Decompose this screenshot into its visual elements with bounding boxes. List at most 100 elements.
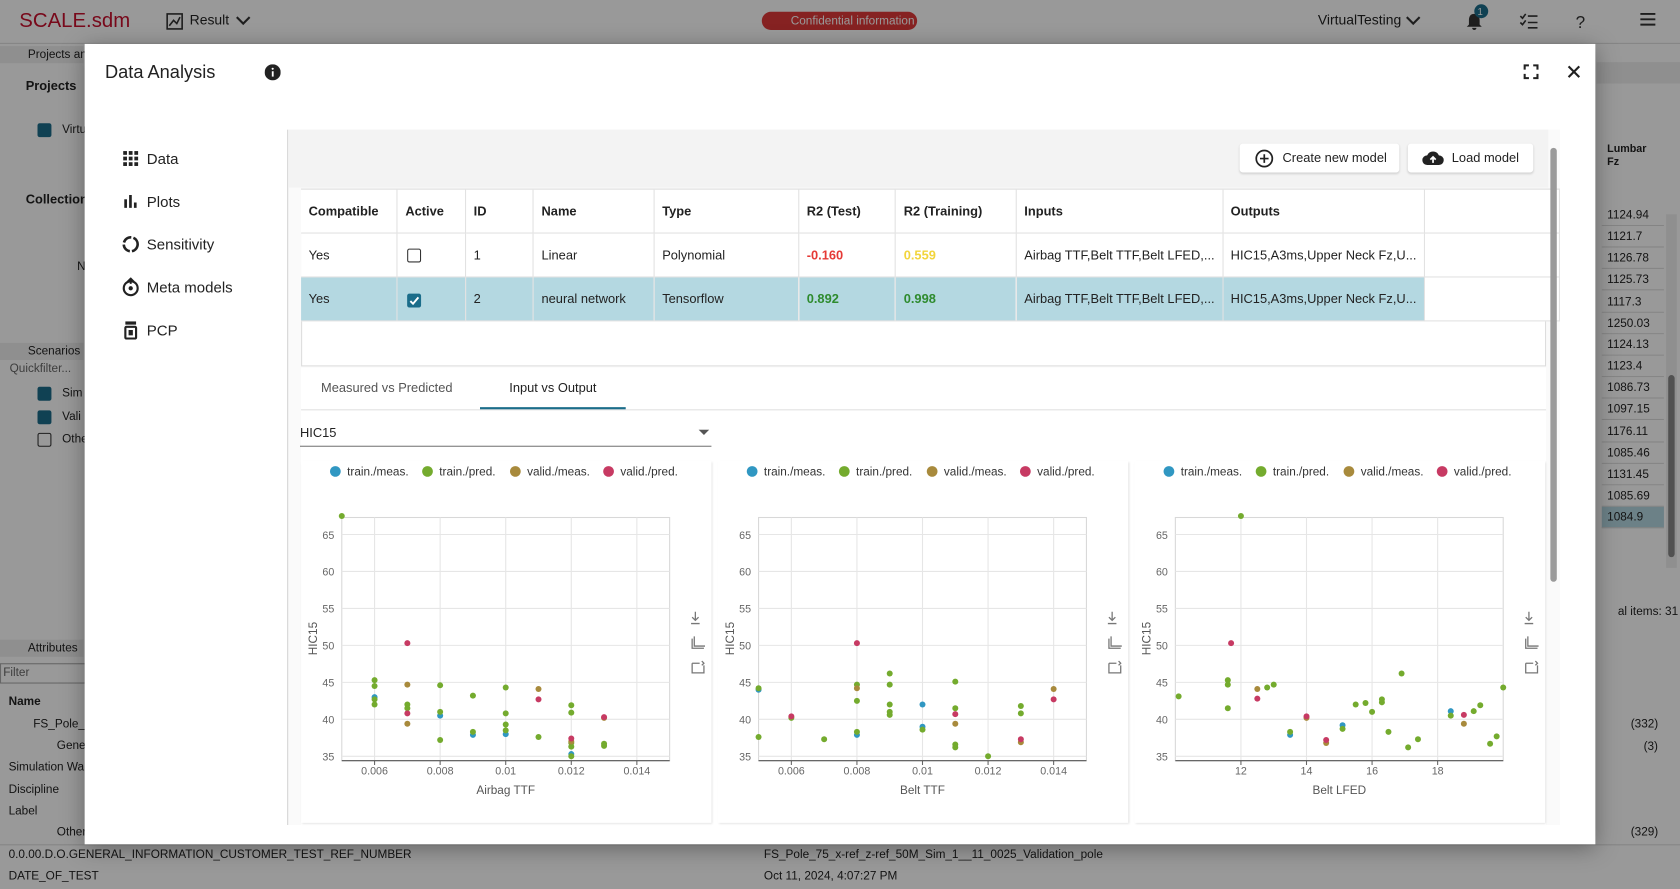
data-point (404, 720, 411, 727)
user-menu[interactable]: VirtualTesting (1317, 11, 1402, 28)
data-point (1378, 699, 1385, 706)
output-dropdown[interactable]: HIC15 (300, 425, 337, 441)
x-tick-label: 0.014 (1040, 766, 1067, 778)
legend-label: valid./meas. (527, 466, 590, 479)
icon-path (1107, 611, 1117, 625)
y-tick-label: 50 (1156, 641, 1168, 653)
scrollbar[interactable] (1549, 134, 1558, 820)
cell (397, 276, 467, 322)
data-point (1414, 736, 1421, 743)
chart: train./meas. train./pred. valid./meas. vali… (724, 466, 1122, 797)
menu-icon[interactable] (1639, 12, 1656, 27)
toolbox-icon[interactable] (1108, 636, 1122, 649)
svg-text:?: ? (1576, 13, 1586, 32)
toolbox-icon[interactable] (1108, 660, 1122, 674)
y-tick-label: 45 (322, 678, 334, 690)
nav-item[interactable]: Sensitivity (146, 235, 215, 253)
fullscreen-icon[interactable] (1523, 64, 1539, 80)
data-point (1323, 737, 1330, 744)
checkbox[interactable] (407, 293, 422, 307)
data-point (919, 726, 926, 733)
data-point (535, 696, 542, 703)
value-cell (1601, 420, 1664, 442)
load-model-button[interactable]: Load model (1407, 143, 1534, 173)
data-point (853, 697, 860, 704)
data-point (469, 692, 476, 699)
toolbox-icon[interactable] (1525, 660, 1539, 674)
nav-item[interactable]: Meta models (146, 278, 233, 296)
tab[interactable]: Input vs Output (509, 380, 597, 396)
nav-item[interactable]: Plots (146, 192, 181, 211)
models-table: Compatible Active ID Name Type R2 (Test) R2 (T… (301, 188, 1561, 322)
data-point (1460, 720, 1467, 727)
quickfilter[interactable]: Quickfilter... (9, 362, 72, 376)
data-point (1362, 700, 1369, 707)
help-icon[interactable]: ? (1573, 13, 1588, 32)
x-tick-label: 0.012 (558, 766, 585, 778)
tree-item: Gene (56, 739, 86, 753)
cell: Airbag TTF,Belt TTF,Belt LFED,... (1016, 276, 1224, 322)
value-cell (1601, 290, 1664, 313)
toolbox-icon[interactable] (691, 636, 706, 649)
checkbox[interactable] (407, 248, 422, 263)
dropdown-arrow[interactable] (698, 429, 710, 436)
button-label: Load model (1451, 150, 1519, 166)
data-point (1017, 710, 1024, 717)
toolbox-icon[interactable] (691, 611, 700, 625)
nav-icon-data (123, 151, 139, 166)
data-point (502, 727, 509, 734)
cell: Tensorflow (654, 276, 800, 322)
logo[interactable]: SCALE.sdm (19, 9, 131, 33)
info-icon[interactable] (264, 64, 281, 81)
table-row[interactable]: Yes 2 neural network Tensorflow 0.892 0.998 Ai… (301, 276, 1561, 322)
tree-item: Other (56, 826, 87, 839)
value-text: 1126.78 (1607, 252, 1649, 265)
checkbox[interactable] (37, 386, 52, 401)
checkbox[interactable] (37, 432, 52, 447)
table-row[interactable]: Yes 1 Linear Polynomial -0.160 0.559 Airbag TT… (301, 233, 1561, 278)
tasks-icon[interactable] (1519, 13, 1538, 30)
value-text: 1097.15 (1607, 403, 1650, 417)
nav-item[interactable]: Data (146, 150, 179, 168)
toolbox-icon[interactable] (1524, 611, 1534, 625)
y-tick-label: 65 (739, 530, 751, 542)
value-cell (1601, 334, 1664, 356)
data-point (1050, 696, 1057, 703)
plot-area (1174, 516, 1504, 762)
scroll-thumb[interactable] (1550, 147, 1557, 582)
data-point (1175, 693, 1182, 700)
data-point (1270, 681, 1277, 688)
y-tick-label: 45 (739, 678, 751, 690)
data-point (404, 710, 411, 717)
chart: train./meas. train./pred. valid./meas. vali… (307, 466, 706, 797)
toolbox-icon[interactable] (691, 660, 705, 674)
nav-icon-sensitivity (122, 236, 139, 253)
value-text: 1124.94 (1607, 208, 1649, 222)
icon-path (691, 611, 700, 625)
bell-icon[interactable] (1465, 12, 1484, 31)
close-icon[interactable] (1567, 65, 1581, 78)
tree-item: FS_Pole_75 (33, 717, 99, 731)
checkbox[interactable] (37, 409, 52, 424)
cell: 0.892 (798, 276, 897, 322)
panel-header: Scenarios (27, 345, 81, 358)
data-point (886, 701, 893, 708)
value-text: 1085.69 (1607, 489, 1650, 503)
value-cell (1601, 485, 1664, 507)
data-point (1264, 684, 1271, 691)
column-header: Active (397, 188, 467, 234)
tab[interactable]: Measured vs Predicted (321, 380, 453, 396)
result-menu[interactable]: Result (189, 11, 230, 28)
data-point (755, 685, 762, 692)
create-model-button[interactable]: Create new model (1239, 143, 1400, 173)
cell: HIC15,A3ms,Upper Neck Fz,U... (1222, 233, 1426, 278)
scroll-thumb[interactable] (1668, 375, 1675, 558)
checkbox[interactable] (37, 123, 52, 138)
data-point (1237, 513, 1244, 520)
scrollbar[interactable] (1666, 214, 1677, 568)
nav-item[interactable]: PCP (146, 321, 178, 339)
toolbox-icon[interactable] (1107, 611, 1117, 625)
toolbox-icon[interactable] (1525, 636, 1539, 649)
x-tick-label: 0.012 (975, 766, 1002, 778)
